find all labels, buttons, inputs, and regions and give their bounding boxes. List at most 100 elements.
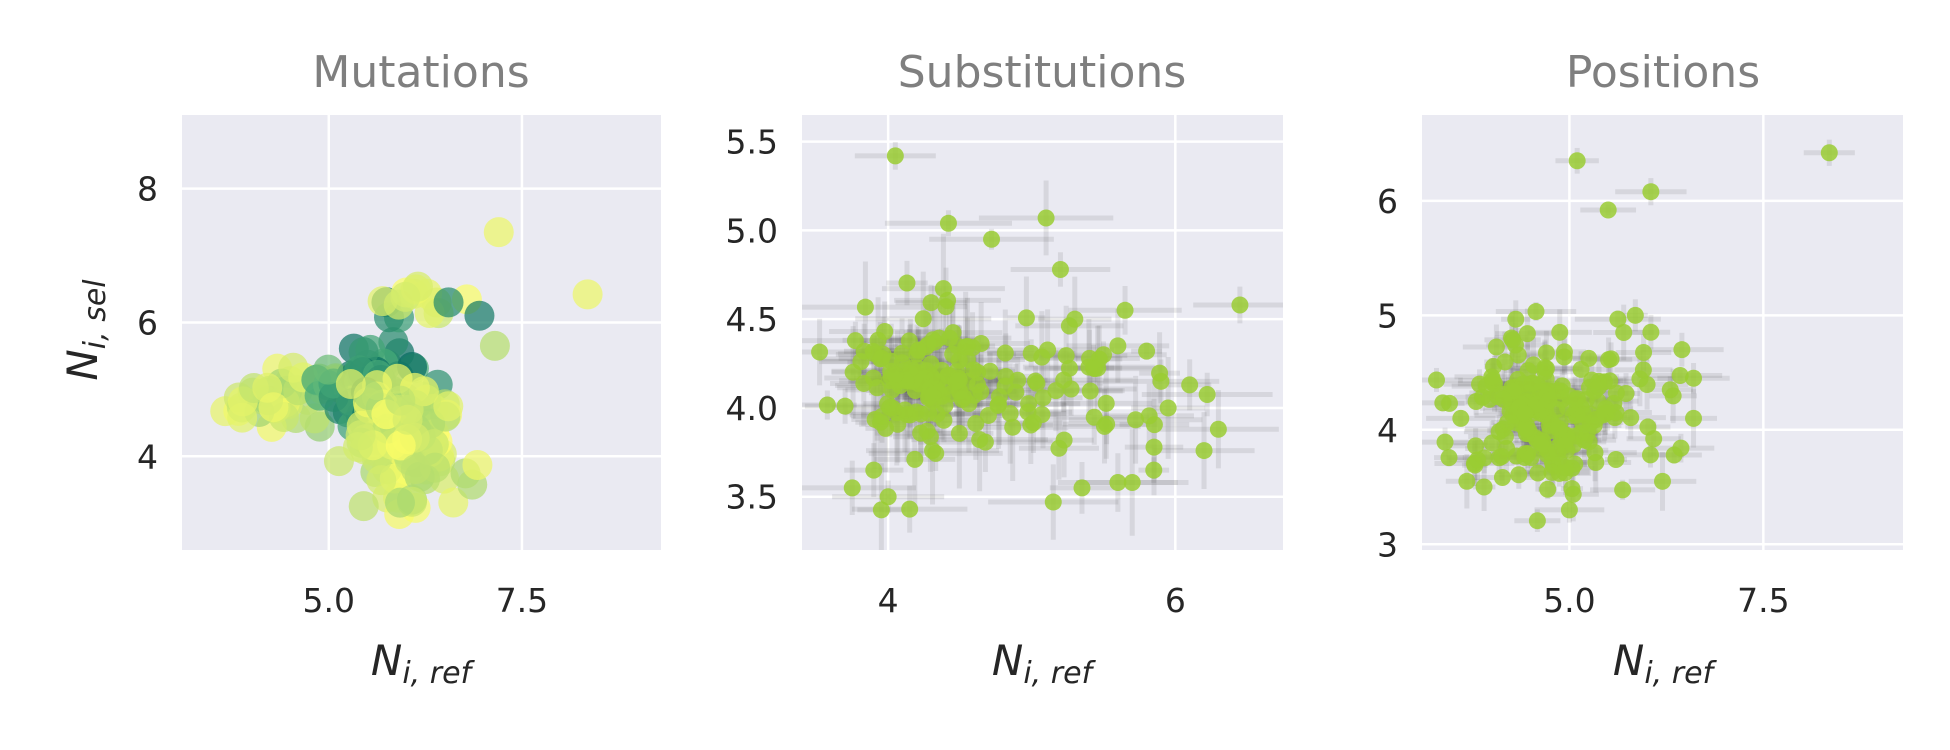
data-point — [1051, 260, 1069, 278]
data-point — [1198, 385, 1216, 403]
data-point — [944, 345, 962, 363]
data-point — [877, 419, 895, 437]
data-point — [1622, 409, 1640, 427]
data-point — [1026, 372, 1044, 390]
data-point — [1159, 399, 1177, 417]
data-point — [1495, 390, 1513, 408]
data-point — [1820, 144, 1838, 162]
data-point — [926, 333, 944, 351]
y-tick-label: 5.0 — [726, 211, 778, 250]
x-axis-label: Ni, ref — [992, 636, 1097, 691]
data-point — [846, 332, 864, 350]
panel-title: Substitutions — [898, 47, 1187, 98]
x-tick-label: 4 — [878, 581, 899, 620]
data-point — [1634, 361, 1652, 379]
data-point — [983, 230, 1001, 248]
data-point — [882, 352, 900, 370]
data-point — [1614, 481, 1632, 499]
data-point — [433, 287, 464, 318]
data-point — [843, 479, 861, 497]
data-point — [872, 501, 890, 519]
data-point — [964, 339, 982, 357]
data-point — [1609, 310, 1627, 328]
data-points — [210, 217, 603, 530]
data-point — [856, 298, 874, 316]
data-point — [1615, 324, 1633, 341]
x-tick-label: 5.0 — [1543, 581, 1595, 620]
x-axis-label: Ni, ref — [1613, 636, 1718, 691]
data-point — [918, 362, 936, 380]
data-point — [462, 449, 493, 480]
data-point — [1685, 409, 1703, 427]
data-point — [1001, 405, 1019, 423]
data-point — [1516, 405, 1534, 423]
data-point — [997, 367, 1015, 385]
data-point — [1440, 449, 1458, 467]
data-point — [1109, 474, 1127, 492]
data-point — [901, 500, 919, 518]
data-point — [384, 487, 415, 518]
data-point — [936, 396, 954, 414]
data-point — [927, 444, 945, 462]
data-point — [1558, 399, 1576, 417]
data-point — [1081, 382, 1099, 400]
data-point — [335, 369, 366, 400]
data-point — [342, 432, 373, 463]
y-tick-label: 4 — [1377, 411, 1398, 450]
data-point — [1580, 433, 1598, 451]
y-tick-label: 4 — [137, 437, 158, 476]
x-tick-label: 7.5 — [496, 581, 548, 620]
y-tick-label: 3 — [1377, 525, 1398, 564]
data-point — [1195, 442, 1213, 460]
panel-title: Mutations — [312, 47, 529, 98]
data-point — [1665, 446, 1683, 464]
data-point — [811, 343, 829, 361]
data-point — [896, 401, 914, 419]
data-point — [965, 361, 983, 379]
tick-labels: 4 6 3.5 4.0 4.5 5.0 5.5 — [726, 123, 1186, 620]
data-point — [1434, 394, 1452, 412]
data-point — [1642, 323, 1660, 341]
data-point — [1510, 466, 1528, 484]
data-point — [1557, 459, 1575, 477]
panel-mutations: Mutations 5.0 7.5 4 6 8 Ni, ref Ni, sel — [58, 47, 661, 691]
data-point — [1517, 420, 1535, 438]
data-point — [939, 291, 957, 309]
data-point — [868, 379, 886, 397]
data-point — [1466, 456, 1484, 474]
data-point — [920, 404, 938, 422]
data-point — [836, 397, 854, 415]
data-point — [1607, 404, 1625, 422]
data-point — [1004, 418, 1022, 436]
data-point — [886, 366, 904, 384]
y-tick-label: 3.5 — [726, 478, 778, 517]
data-point — [464, 300, 495, 331]
data-point — [1506, 336, 1524, 354]
y-axis-label: Ni, sel — [58, 279, 113, 381]
data-point — [402, 271, 433, 302]
data-point — [1140, 407, 1158, 425]
data-point — [313, 354, 344, 385]
data-point — [479, 330, 510, 361]
data-point — [1483, 368, 1501, 386]
data-point — [1044, 493, 1062, 511]
data-point — [921, 428, 939, 446]
data-point — [1458, 472, 1476, 490]
data-point — [299, 403, 330, 434]
data-point — [886, 147, 904, 165]
data-points — [811, 147, 1249, 519]
y-tick-label: 4.0 — [726, 389, 778, 428]
x-tick-label: 6 — [1165, 581, 1186, 620]
data-point — [1573, 413, 1591, 431]
data-point — [1116, 301, 1134, 319]
data-point — [881, 398, 899, 416]
data-point — [433, 391, 464, 422]
x-tick-label: 5.0 — [303, 581, 355, 620]
data-point — [1590, 378, 1608, 396]
data-point — [1639, 418, 1657, 436]
data-point — [944, 324, 962, 342]
data-point — [1496, 353, 1514, 371]
data-point — [1599, 201, 1617, 219]
y-tick-label: 4.5 — [726, 300, 778, 339]
data-point — [1518, 325, 1536, 343]
